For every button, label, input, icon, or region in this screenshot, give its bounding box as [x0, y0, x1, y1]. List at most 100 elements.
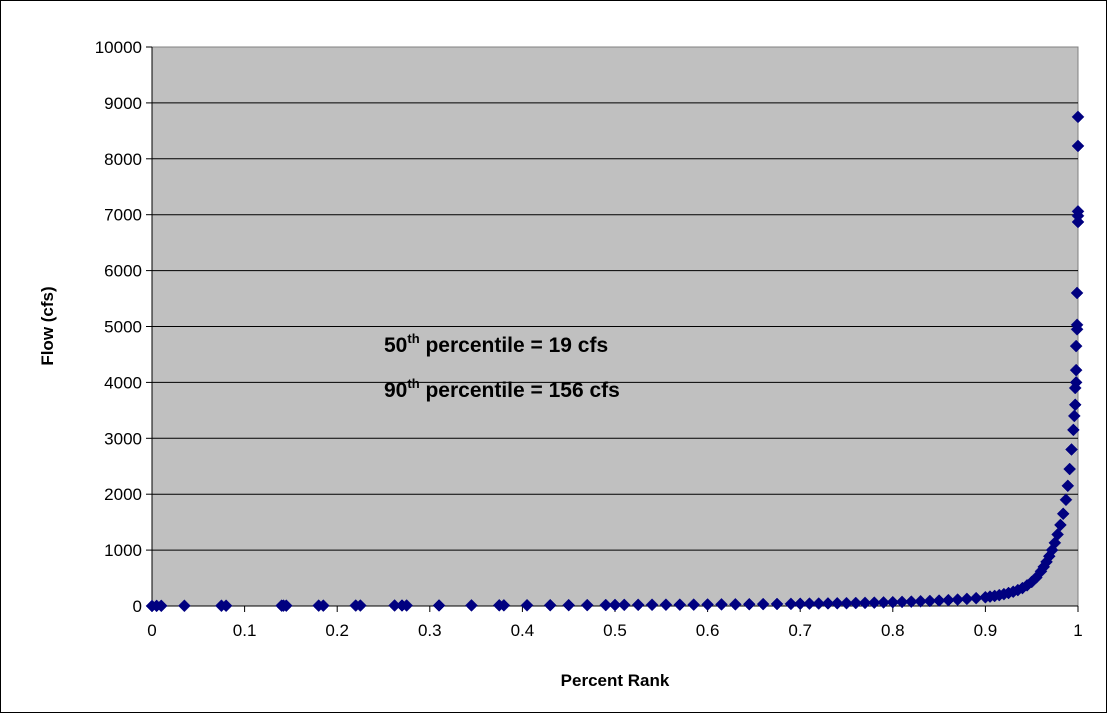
y-tick-label: 1000 — [104, 541, 142, 560]
data-point — [687, 598, 701, 611]
data-point — [400, 599, 414, 612]
data-point — [830, 596, 844, 610]
data-point — [756, 597, 770, 611]
tick-labels: 0100020003000400050006000700080009000100… — [95, 38, 1083, 640]
data-point — [951, 593, 964, 606]
data-point — [1071, 204, 1085, 218]
data-point — [770, 597, 784, 611]
data-point — [1063, 462, 1077, 476]
annotation-50th-percentile: 50th percentile = 19 cfs — [384, 331, 608, 357]
data-point — [562, 598, 576, 612]
data-point — [1069, 376, 1083, 389]
annotation-50th-number: 50 — [384, 334, 407, 357]
annotation-90th-superscript: th — [407, 376, 419, 391]
data-point — [497, 598, 511, 612]
data-point — [923, 594, 937, 608]
data-point — [867, 596, 881, 609]
x-tick-label: 0.4 — [511, 621, 535, 640]
data-point — [849, 596, 863, 610]
data-point — [701, 598, 714, 611]
x-tick-label: 1 — [1073, 621, 1082, 640]
data-point — [1071, 139, 1085, 153]
data-point — [729, 597, 742, 611]
y-tick-label: 5000 — [104, 318, 142, 337]
data-point — [1071, 110, 1085, 124]
x-axis-title: Percent Rank — [561, 671, 670, 690]
data-point — [840, 596, 853, 610]
y-tick-label: 9000 — [104, 94, 142, 113]
x-tick-label: 0.1 — [233, 621, 257, 640]
annotation-90th-percentile: 90th percentile = 156 cfs — [384, 376, 620, 402]
data-point — [645, 598, 659, 612]
y-tick-label: 10000 — [95, 38, 142, 57]
y-tick-label: 3000 — [104, 429, 142, 448]
data-point — [432, 599, 446, 612]
grid-lines — [152, 102, 1078, 551]
x-tick-label: 0.2 — [325, 621, 349, 640]
data-point — [520, 598, 534, 612]
x-tick-label: 0.6 — [696, 621, 720, 640]
data-point — [279, 599, 293, 613]
data-point — [1051, 528, 1064, 541]
data-point — [821, 597, 835, 610]
x-tick-label: 0.5 — [603, 621, 627, 640]
data-point — [1061, 479, 1075, 493]
annotation-90th-text: percentile = 156 cfs — [420, 379, 620, 402]
data-point — [353, 599, 367, 612]
data-point — [608, 598, 622, 612]
y-tick-label: 7000 — [104, 206, 142, 225]
data-point — [543, 598, 557, 612]
data-point — [1056, 507, 1070, 521]
data-point — [793, 597, 807, 611]
x-tick-label: 0.7 — [788, 621, 812, 640]
data-point — [1070, 286, 1084, 300]
y-tick-label: 4000 — [104, 373, 142, 392]
data-point — [942, 593, 955, 607]
y-tick-label: 2000 — [104, 485, 142, 504]
data-point — [895, 595, 909, 609]
data-point — [784, 597, 798, 611]
data-point — [659, 598, 673, 612]
data-point — [1068, 398, 1082, 412]
data-point — [599, 598, 613, 612]
data-point — [219, 599, 233, 613]
data-points — [145, 110, 1085, 613]
data-point — [465, 599, 478, 612]
data-point — [673, 598, 687, 612]
data-point — [960, 592, 974, 606]
data-point — [812, 597, 826, 610]
x-tick-label: 0.8 — [881, 621, 905, 640]
y-tick-label: 8000 — [104, 150, 142, 169]
annotation-50th-text: percentile = 19 cfs — [420, 334, 609, 357]
data-point — [858, 596, 872, 610]
y-tick-label: 0 — [133, 597, 142, 616]
data-point — [803, 597, 816, 611]
data-point — [154, 599, 168, 613]
data-point — [1059, 493, 1073, 507]
data-point — [1069, 363, 1083, 377]
data-point — [1067, 409, 1081, 423]
data-point — [742, 597, 756, 611]
data-point — [1069, 339, 1083, 353]
data-point — [617, 598, 631, 612]
x-tick-label: 0.3 — [418, 621, 442, 640]
data-point — [877, 596, 890, 609]
y-tick-label: 6000 — [104, 262, 142, 281]
data-point — [715, 598, 728, 611]
data-point — [1070, 318, 1084, 332]
data-point — [904, 595, 918, 608]
data-point — [580, 598, 594, 612]
data-point — [178, 599, 191, 613]
data-point — [1065, 443, 1078, 456]
data-point — [1054, 518, 1067, 532]
x-tick-label: 0.9 — [974, 621, 998, 640]
annotation-50th-superscript: th — [407, 331, 419, 346]
data-point — [631, 598, 645, 612]
y-axis-title: Flow (cfs) — [38, 286, 57, 365]
data-point — [932, 594, 946, 607]
annotation-90th-number: 90 — [384, 379, 407, 402]
data-point — [316, 599, 330, 612]
x-tick-label: 0 — [147, 621, 156, 640]
